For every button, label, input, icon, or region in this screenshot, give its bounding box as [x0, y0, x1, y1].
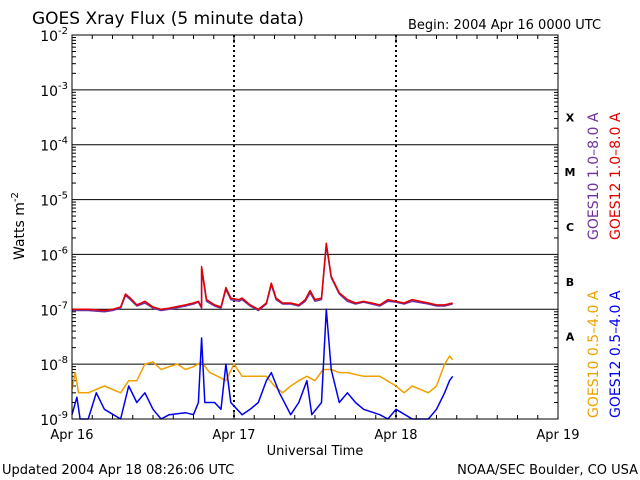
- series-line: [72, 244, 453, 313]
- series-line: [72, 242, 453, 312]
- begin-label: Begin: 2004 Apr 16 0000 UTC: [408, 18, 601, 33]
- y-tick-base: 10: [40, 139, 58, 155]
- y-tick-exponent: -5: [58, 191, 68, 202]
- legend-entry: GOES10 1.0–8.0 A: [586, 112, 602, 240]
- y-axis-label-exponent: -2: [10, 192, 21, 202]
- y-tick-label: 10-3: [40, 81, 68, 100]
- y-tick-exponent: -4: [58, 136, 68, 147]
- flare-class-label: M: [565, 166, 576, 179]
- series-line: [71, 355, 454, 394]
- footer-credit: NOAA/SEC Boulder, CO USA: [457, 463, 638, 478]
- y-tick-label: 10-6: [40, 245, 68, 264]
- legend-entry: GOES12 0.5–4.0 A: [608, 290, 624, 418]
- y-axis-label: Watts m-2: [10, 192, 28, 260]
- y-axis-label-main: Watts m: [12, 202, 28, 260]
- plot-series: [71, 242, 454, 420]
- x-tick-label: Apr 19: [536, 428, 579, 443]
- flare-class-label: X: [566, 111, 575, 124]
- footer-updated: Updated 2004 Apr 18 08:26:06 UTC: [2, 463, 234, 478]
- y-tick-label: 10-2: [40, 26, 68, 45]
- legend-entry: GOES10 0.5–4.0 A: [586, 290, 602, 418]
- y-tick-base: 10: [40, 194, 58, 210]
- flare-class-label: B: [566, 276, 574, 289]
- x-tick-label: Apr 18: [374, 428, 417, 443]
- y-tick-base: 10: [40, 248, 58, 264]
- plot-frame: [71, 34, 559, 420]
- y-tick-exponent: -7: [58, 300, 68, 311]
- y-tick-label: 10-5: [40, 191, 68, 210]
- chart-title: GOES Xray Flux (5 minute data): [32, 9, 304, 29]
- y-tick-labels: 10-210-310-410-510-610-710-810-9: [40, 26, 68, 429]
- plot-grid: [71, 35, 559, 419]
- series-line: [71, 308, 454, 420]
- y-tick-exponent: -8: [58, 355, 68, 366]
- x-tick-label: Apr 16: [50, 428, 93, 443]
- y-tick-base: 10: [40, 29, 58, 45]
- y-tick-exponent: -2: [58, 26, 68, 37]
- y-tick-base: 10: [40, 303, 58, 319]
- legend: GOES10 1.0–8.0 A GOES12 1.0–8.0 A GOES10 0…: [586, 112, 624, 418]
- y-tick-base: 10: [40, 84, 58, 100]
- y-tick-label: 10-9: [40, 410, 68, 429]
- y-tick-label: 10-7: [40, 300, 68, 319]
- y-tick-exponent: -9: [58, 410, 68, 421]
- flare-class-label: A: [566, 331, 575, 344]
- y-tick-base: 10: [40, 413, 58, 429]
- y-tick-label: 10-8: [40, 355, 68, 374]
- y-axis-label-text: Watts m-2: [10, 192, 28, 260]
- x-tick-label: Apr 17: [212, 428, 255, 443]
- legend-entry: GOES12 1.0–8.0 A: [608, 112, 624, 240]
- flare-class-labels: X M C B A: [565, 111, 576, 343]
- y-tick-base: 10: [40, 358, 58, 374]
- y-tick-label: 10-4: [40, 136, 68, 155]
- x-tick-labels: Apr 16 Apr 17 Apr 18 Apr 19: [50, 428, 579, 443]
- x-axis-label: Universal Time: [267, 444, 364, 459]
- flare-class-label: C: [566, 221, 574, 234]
- y-tick-exponent: -6: [58, 245, 68, 256]
- y-tick-exponent: -3: [58, 81, 68, 92]
